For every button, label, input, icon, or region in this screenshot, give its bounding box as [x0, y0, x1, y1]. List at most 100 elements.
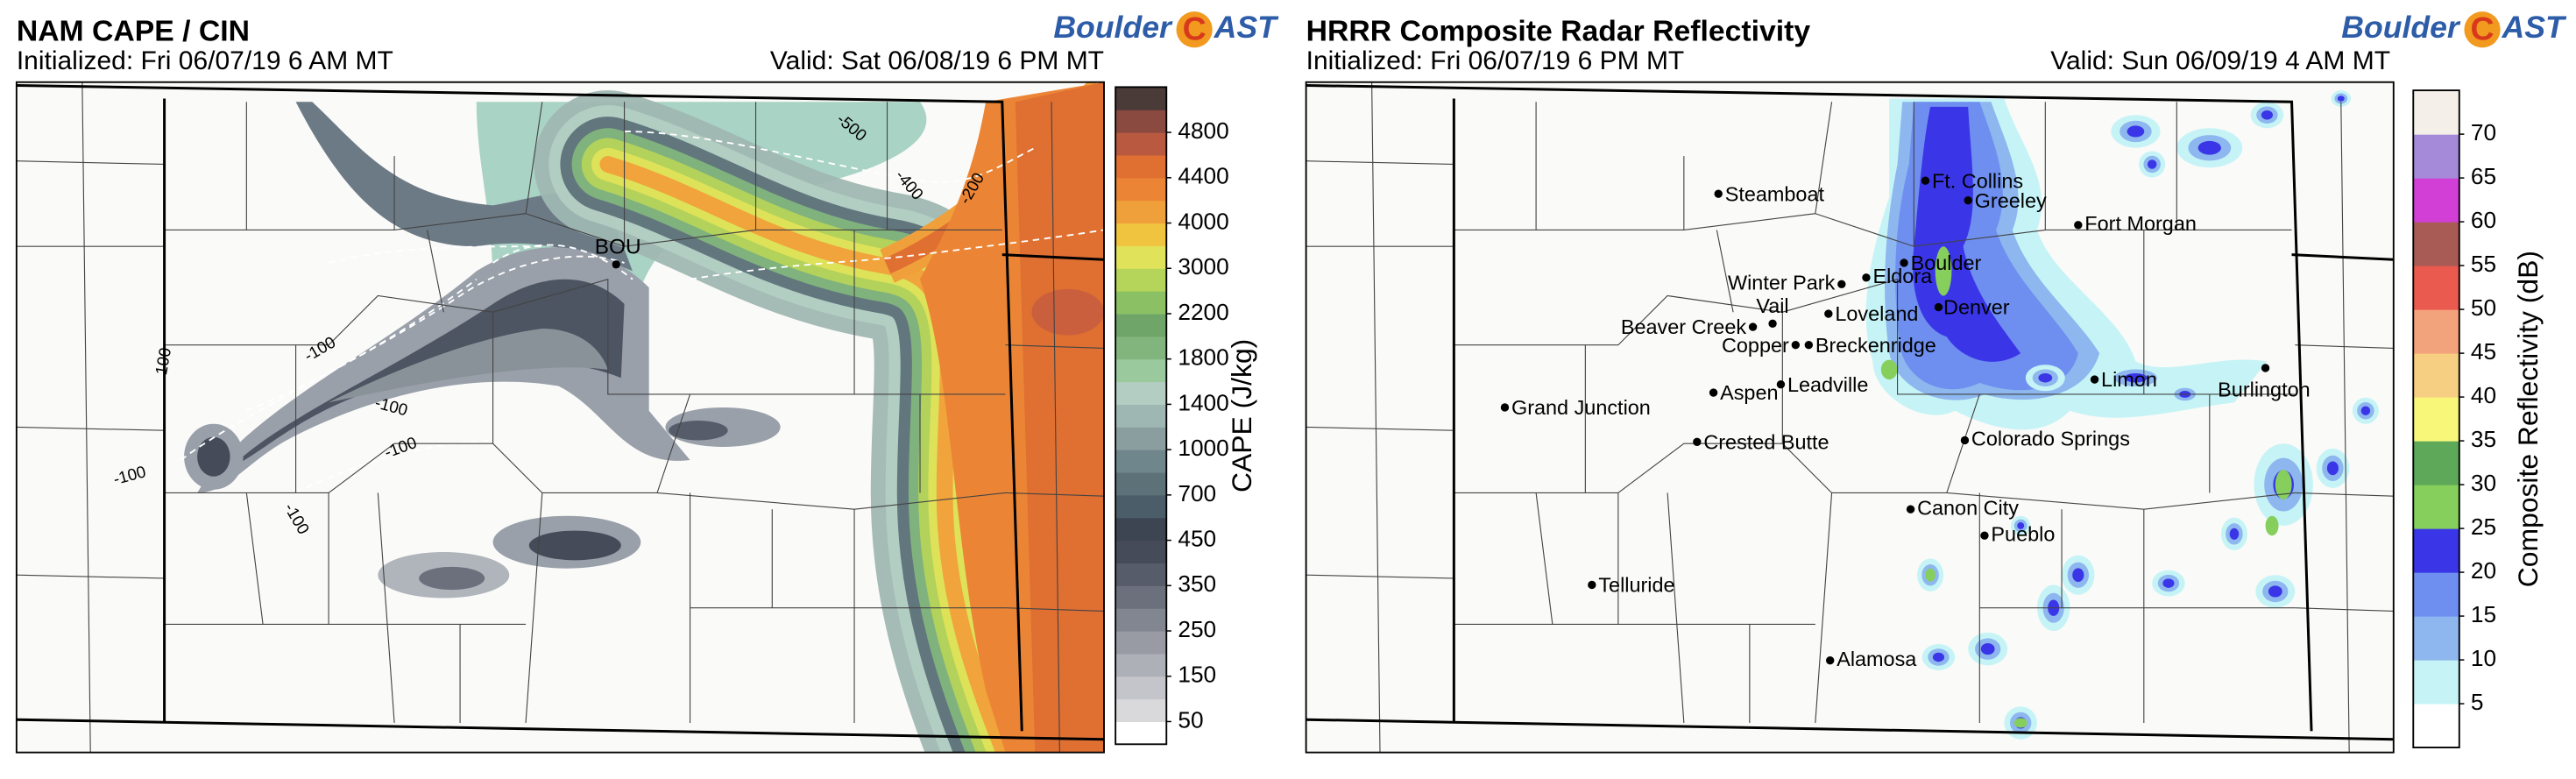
- city-dot: [1960, 436, 1970, 445]
- county-line: [1815, 102, 2046, 247]
- logo-sun: [1176, 11, 1213, 48]
- colorbar-segment: [1115, 471, 1167, 496]
- city-dot: [1776, 380, 1786, 389]
- map-background: [1306, 81, 2394, 753]
- city-label: Beaver Creek: [1621, 315, 1746, 338]
- colorbar-segment: [1115, 563, 1167, 586]
- colorbar-segment: [2413, 616, 2459, 661]
- logo-mark: C: [1183, 11, 1207, 47]
- radar-echo: [2038, 372, 2053, 383]
- city-dot: [1588, 580, 1596, 590]
- city-dot: [1768, 319, 1777, 329]
- county-line: [1005, 344, 1105, 350]
- radar-echo: [2229, 528, 2240, 540]
- colorbar-segment: [1115, 427, 1167, 450]
- cin-contour: [180, 255, 625, 461]
- city-label: Winter Park: [1728, 272, 1836, 294]
- logo-text: Boulder: [1053, 10, 1173, 45]
- county-line: [2340, 102, 2350, 753]
- colorbar-tick-label: 30: [2471, 470, 2496, 496]
- state-border: [1306, 83, 2313, 732]
- radar-echo: [1925, 568, 1936, 582]
- city-label: Pueblo: [1991, 522, 2055, 545]
- colorbar-segment: [1115, 381, 1167, 405]
- colorbar-tick-label: 10: [2471, 645, 2496, 671]
- colorbar-tick-label: 40: [2471, 382, 2496, 408]
- colorbar-segment: [2413, 134, 2459, 179]
- cape-shading: [295, 102, 633, 272]
- city-label: Denver: [1943, 296, 2010, 319]
- radar-echo: [2326, 461, 2339, 476]
- colorbar-segment: [1115, 291, 1167, 315]
- colorbar-tick-label: 450: [1178, 526, 1216, 552]
- colorbar-tick-label: 1000: [1178, 435, 1228, 461]
- city-dot: [1837, 280, 1846, 289]
- colorbar-segment: [2413, 178, 2459, 223]
- colorbar-segment: [2413, 441, 2459, 485]
- colorbar-segment: [1115, 110, 1167, 133]
- cape-shading: [1031, 288, 1105, 336]
- colorbar-frame: [2412, 89, 2460, 749]
- city-dot: [1980, 531, 1989, 540]
- colorbar-label: CAPE (J/kg): [1226, 339, 1257, 492]
- city-label: Crested Butte: [1703, 430, 1829, 453]
- city-dot: [1964, 196, 1972, 205]
- colorbar-segment: [1115, 268, 1167, 292]
- state-border: [16, 718, 1105, 741]
- radar-echo: [2197, 140, 2221, 155]
- map-title: HRRR Composite Radar Reflectivity: [1306, 14, 1811, 47]
- colorbar-segment: [2413, 660, 2459, 705]
- city-dot: [1500, 403, 1510, 412]
- county-line: [525, 492, 543, 723]
- logo-sun: [2464, 11, 2501, 48]
- colorbar-tick-label: 60: [2471, 207, 2496, 233]
- radar-echo: [1980, 643, 1995, 655]
- city-label: Eldora: [1872, 265, 1933, 287]
- colorbar-tick-label: 50: [2471, 294, 2496, 321]
- county-line: [1716, 230, 1734, 313]
- logo: Boulder C AST: [2341, 10, 2567, 48]
- logo-text: AST: [1214, 10, 1279, 45]
- colorbar-segment: [2413, 90, 2459, 135]
- colorbar-segment: [1115, 313, 1167, 337]
- county-line: [1371, 81, 1381, 753]
- county-line: [2295, 492, 2394, 497]
- radar-echo: [1935, 246, 1952, 296]
- city-dot: [1714, 189, 1723, 198]
- city-label: Canon City: [1917, 496, 2019, 519]
- cape-shading: [669, 420, 728, 441]
- colorbar-segment: [1115, 200, 1167, 224]
- map-frame: [15, 81, 1105, 754]
- colorbar-segment: [1115, 404, 1167, 428]
- city-label: Fort Morgan: [2084, 212, 2197, 235]
- colorbar-frame: [1115, 86, 1168, 746]
- colorbar-tick-label: 700: [1178, 480, 1216, 506]
- radar-echo: [2265, 515, 2279, 536]
- cape-shading: [528, 530, 621, 561]
- city-label: Vail: [1756, 294, 1788, 317]
- colorbar-segment: [2413, 353, 2459, 398]
- city-label: Breckenridge: [1815, 334, 1936, 357]
- radar-echo: [1932, 652, 1945, 662]
- colorbar-segment: [2413, 572, 2459, 617]
- colorbar-segment: [1115, 698, 1167, 723]
- cape-shading: [197, 436, 230, 477]
- cin-contour: [624, 131, 1036, 184]
- cape-shading: [419, 566, 485, 591]
- colorbar-segment: [1115, 450, 1167, 473]
- station-label: BOU: [595, 236, 641, 259]
- colorbar-tick-label: 65: [2471, 163, 2496, 189]
- radar-echo: [2360, 406, 2371, 415]
- colorbar-segment: [1115, 721, 1167, 745]
- county-line: [1667, 492, 1685, 723]
- cape-shading: [920, 102, 1027, 753]
- colorbar-segment: [2413, 485, 2459, 529]
- state-border: [2291, 253, 2394, 261]
- initialized-time: Initialized: Fri 06/07/19 6 AM MT: [17, 46, 393, 75]
- cin-contour: [328, 245, 542, 264]
- radar-echo: [2268, 585, 2282, 598]
- colorbar-tick-label: 4800: [1178, 117, 1228, 144]
- radar-echo: [2261, 110, 2273, 120]
